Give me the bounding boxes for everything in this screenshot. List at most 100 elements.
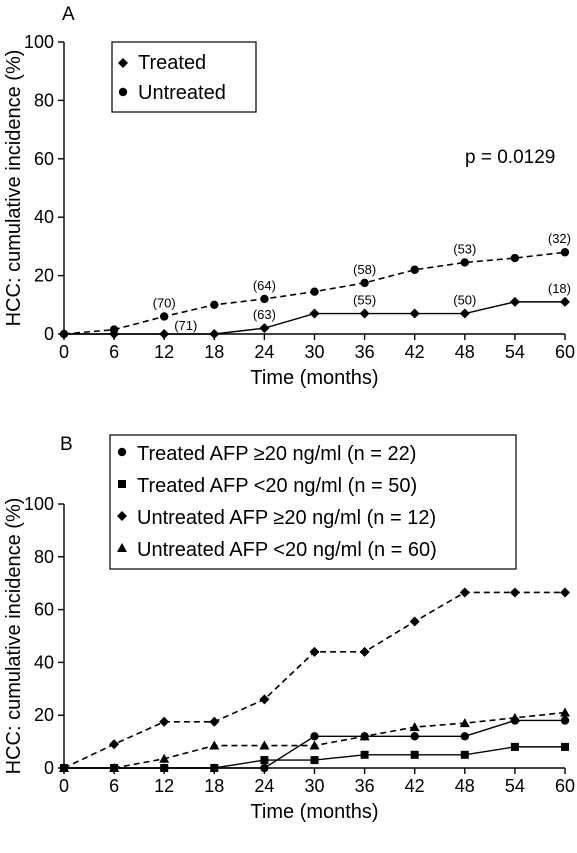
panel-b-x-tick-label: 18 (204, 776, 224, 796)
legend-marker-shape (117, 447, 127, 457)
panel-a-data-point-untreated (410, 265, 419, 274)
panel-b-data-point-untreated-afp-20-ng-ml-n-12 (259, 694, 270, 705)
panel-a-point-label: (53) (453, 241, 476, 256)
panel-b-legend: Treated AFP ≥20 ng/ml (n = 22) Treated A… (109, 434, 517, 570)
panel-b-data-point-untreated-afp-20-ng-ml-n-60 (59, 763, 69, 772)
panel-a-x-axis-label: Time (months) (250, 367, 378, 389)
panel-a-point-label: (55) (353, 293, 376, 308)
panel-b-y-tick-label: 60 (34, 600, 54, 620)
panel-a-point-labels: (71) (63) (55) (50) (18) (70) (64) (58) (53) (32) (153, 231, 571, 333)
legend-label-treated-afp-low: Treated AFP <20 ng/ml (n = 50) (137, 475, 417, 497)
panel-a-data-point-treated (560, 296, 570, 307)
panel-a-point-label: (32) (548, 231, 571, 246)
panel-a-data-point-treated (509, 296, 520, 307)
panel-a-point-label: (58) (353, 262, 376, 277)
panel-a-x-tick-label: 48 (455, 342, 475, 362)
panel-b-data-point-untreated-afp-20-ng-ml-n-12 (509, 587, 520, 598)
panel-a-x-tick-label: 0 (59, 342, 69, 362)
panel-b-x-tick-label: 24 (254, 776, 274, 796)
panel-a-x-tick-label: 18 (204, 342, 224, 362)
panel-b-data-point-untreated-afp-20-ng-ml-n-12 (459, 587, 470, 598)
panel-a-x-tick-label: 24 (254, 342, 274, 362)
panel-a-x-tick-label: 60 (555, 342, 575, 362)
legend-marker-shape (117, 511, 127, 521)
panel-b-data-point-untreated-afp-20-ng-ml-n-12 (109, 739, 120, 750)
panel-b-data-point-untreated-afp-20-ng-ml-n-60 (459, 718, 470, 728)
panel-a-series (59, 248, 570, 339)
panel-a-data-point-untreated (510, 253, 520, 263)
legend-label-untreated-afp-high: Untreated AFP ≥20 ng/ml (n = 12) (137, 507, 436, 529)
panel-b-data-point-untreated-afp-20-ng-ml-n-12 (560, 587, 570, 598)
legend-label-untreated: Untreated (138, 82, 226, 104)
panel-b-data-point-untreated-afp-20-ng-ml-n-12 (309, 646, 320, 657)
panel-a-point-label: (64) (253, 278, 276, 293)
panel-a-y-axis-label: HCC: cumulative incidence (%) (3, 50, 25, 327)
panel-b-series (59, 587, 570, 773)
legend-marker-untreated-afp-low (117, 543, 127, 552)
panel-b-y-tick-label: 20 (34, 705, 54, 725)
legend-marker-untreated-afp-high (117, 511, 127, 521)
panel-b-y-tick-label: 40 (34, 652, 54, 672)
panel-a-point-label: (63) (253, 307, 276, 322)
panel-a-data-point-untreated (360, 278, 369, 288)
legend-marker-treated-afp-high (117, 447, 127, 457)
panel-a-x-tick-label: 36 (355, 342, 375, 362)
panel-b-x-tick-label: 60 (555, 776, 575, 796)
panel-a-data-point-untreated (59, 329, 69, 339)
panel-a-data-point-treated (459, 308, 470, 319)
panel-a-data-point-treated (159, 329, 170, 339)
panel-a-x-tick-label: 30 (304, 342, 324, 362)
panel-b-y-tick-label: 100 (24, 494, 54, 514)
panel-a-y-tick-label: 100 (24, 32, 54, 52)
panel-a-data-point-untreated (160, 312, 169, 321)
panel-a-data-point-untreated (109, 325, 119, 334)
panel-b-data-point-treated-afp-20-ng-ml-n-50 (210, 764, 219, 772)
panel-a-data-point-treated (359, 308, 370, 319)
panel-b-data-point-untreated-afp-20-ng-ml-n-12 (359, 646, 370, 657)
panel-b-data-point-untreated-afp-20-ng-ml-n-60 (409, 722, 420, 732)
legend-marker-shape (117, 543, 127, 552)
panel-b-x-tick-label: 48 (455, 776, 475, 796)
legend-label-treated-afp-high: Treated AFP ≥20 ng/ml (n = 22) (137, 443, 416, 465)
panel-a-y-tick-label: 0 (44, 324, 54, 344)
panel-b-y-tick-label: 80 (34, 547, 54, 567)
panel-a-x-tick-label: 12 (154, 342, 174, 362)
legend-marker-treated-afp-low (118, 480, 126, 488)
panel-a-point-label: (50) (453, 293, 476, 308)
panel-a-x-tick-label: 42 (405, 342, 425, 362)
panel-a-x-tick-label: 54 (505, 342, 525, 362)
panel-b-data-point-treated-afp-20-ng-ml-n-50 (360, 750, 369, 759)
panel-b-x-tick-label: 42 (405, 776, 425, 796)
panel-a-data-point-treated (259, 323, 270, 334)
panel-a-data-point-untreated (310, 287, 319, 296)
panel-b-data-point-treated-afp-20-ng-ml-n-22 (260, 763, 269, 773)
panel-b-data-point-untreated-afp-20-ng-ml-n-12 (209, 716, 220, 727)
panel-b-data-point-treated-afp-20-ng-ml-n-50 (410, 750, 419, 759)
panel-b-x-axis-label: Time (months) (250, 801, 378, 823)
panel-a-point-label: (71) (174, 318, 197, 333)
panel-b-letter: B (60, 434, 73, 455)
panel-b-x-tick-label: 12 (154, 776, 174, 796)
panel-a-data-point-untreated (260, 294, 269, 304)
legend-marker-treated (118, 58, 128, 68)
panel-a-x-tick-label: 6 (109, 342, 119, 362)
panel-b-x-tick-label: 0 (59, 776, 69, 796)
panel-b-data-point-treated-afp-20-ng-ml-n-50 (160, 764, 169, 772)
panel-b-data-point-untreated-afp-20-ng-ml-n-12 (409, 616, 420, 627)
panel-a-y-tick-label: 80 (34, 90, 54, 110)
panel-b-data-point-treated-afp-20-ng-ml-n-22 (310, 732, 319, 741)
panel-a-axes: 0 20 40 60 80 100 0 6 12 18 24 30 36 42 48 54 60 Time (mo… (3, 32, 575, 389)
panel-a-y-tick-label: 40 (34, 207, 54, 227)
panel-a-y-tick-label: 20 (34, 266, 54, 286)
panel-b-x-tick-label: 30 (304, 776, 324, 796)
panel-a-legend: Treated Untreated (111, 41, 257, 113)
panel-a-y-tick-label: 60 (34, 149, 54, 169)
panel-b-x-tick-label: 36 (355, 776, 375, 796)
panel-b-data-point-treated-afp-20-ng-ml-n-22 (560, 716, 570, 725)
panel-b-y-tick-label: 0 (44, 758, 54, 778)
panel-b-data-point-untreated-afp-20-ng-ml-n-60 (109, 763, 120, 772)
panel-b-data-point-treated-afp-20-ng-ml-n-50 (510, 742, 519, 751)
panel-b-data-point-untreated-afp-20-ng-ml-n-12 (159, 716, 170, 727)
panel-a-data-point-untreated (560, 248, 570, 257)
